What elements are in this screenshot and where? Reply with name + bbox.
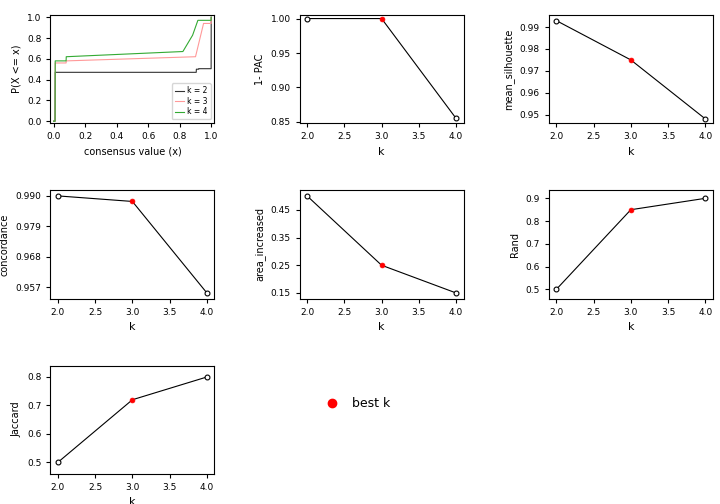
X-axis label: consensus value (x): consensus value (x) [84,147,181,157]
X-axis label: k: k [628,147,634,157]
X-axis label: k: k [378,322,385,332]
Y-axis label: 1- PAC: 1- PAC [255,53,265,85]
Y-axis label: Rand: Rand [510,232,520,257]
X-axis label: k: k [378,147,385,157]
Legend: best k: best k [314,392,395,415]
Y-axis label: P(X <= x): P(X <= x) [12,45,22,93]
Y-axis label: concordance: concordance [0,213,10,276]
X-axis label: k: k [129,497,135,504]
Y-axis label: area_increased: area_increased [254,208,265,281]
Y-axis label: mean_silhouette: mean_silhouette [503,29,514,110]
Y-axis label: Jaccard: Jaccard [12,402,22,437]
X-axis label: k: k [129,322,135,332]
X-axis label: k: k [628,322,634,332]
Legend: k = 2, k = 3, k = 4: k = 2, k = 3, k = 4 [171,83,210,119]
